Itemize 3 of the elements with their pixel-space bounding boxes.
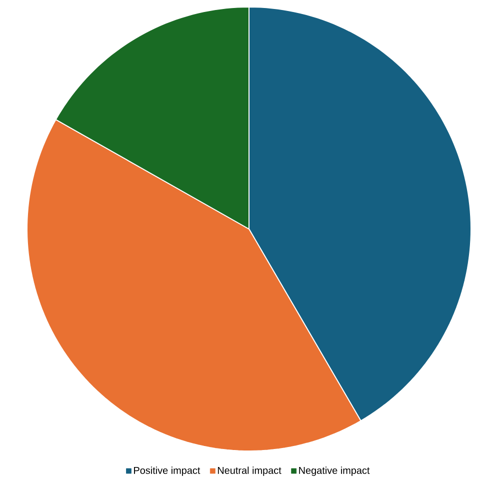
legend-label: Positive impact: [134, 466, 200, 476]
legend-label: Neutral impact: [218, 466, 282, 476]
legend-label: Negative impact: [299, 466, 370, 476]
